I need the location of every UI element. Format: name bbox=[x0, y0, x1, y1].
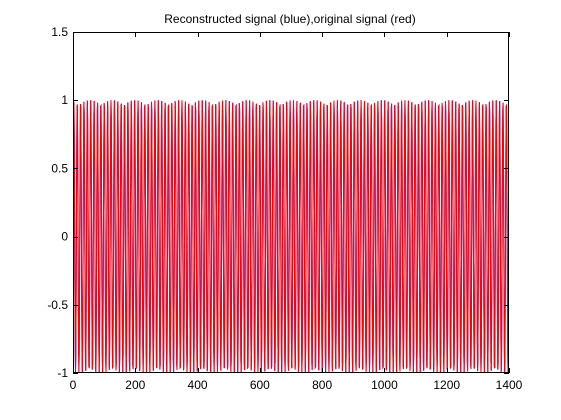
x-tick-label: 200 bbox=[125, 378, 145, 392]
x-tick-label: 800 bbox=[312, 378, 332, 392]
y-tick-label: 1 bbox=[61, 93, 68, 107]
series-group bbox=[73, 100, 509, 373]
x-tick-label: 0 bbox=[70, 378, 77, 392]
y-tick-label: 0 bbox=[61, 230, 68, 244]
y-axis: -1 -0.5 0 0.5 1 1.5 bbox=[47, 25, 509, 380]
x-tick-label: 1000 bbox=[371, 378, 398, 392]
y-tick-label: -0.5 bbox=[47, 298, 68, 312]
plot-area bbox=[73, 32, 509, 373]
x-axis: 0 200 400 600 800 1000 1200 1400 bbox=[70, 32, 523, 392]
y-tick-label: 0.5 bbox=[51, 161, 68, 175]
x-tick-label: 400 bbox=[188, 378, 208, 392]
y-tick-label: -1 bbox=[57, 366, 68, 380]
plot-frame bbox=[73, 32, 509, 373]
series-line-0 bbox=[73, 100, 509, 373]
y-tick-label: 1.5 bbox=[51, 25, 68, 39]
x-tick-label: 600 bbox=[250, 378, 270, 392]
x-tick-label: 1400 bbox=[496, 378, 523, 392]
x-tick-label: 1200 bbox=[433, 378, 460, 392]
chart-title: Reconstructed signal (blue),original sig… bbox=[164, 12, 415, 26]
